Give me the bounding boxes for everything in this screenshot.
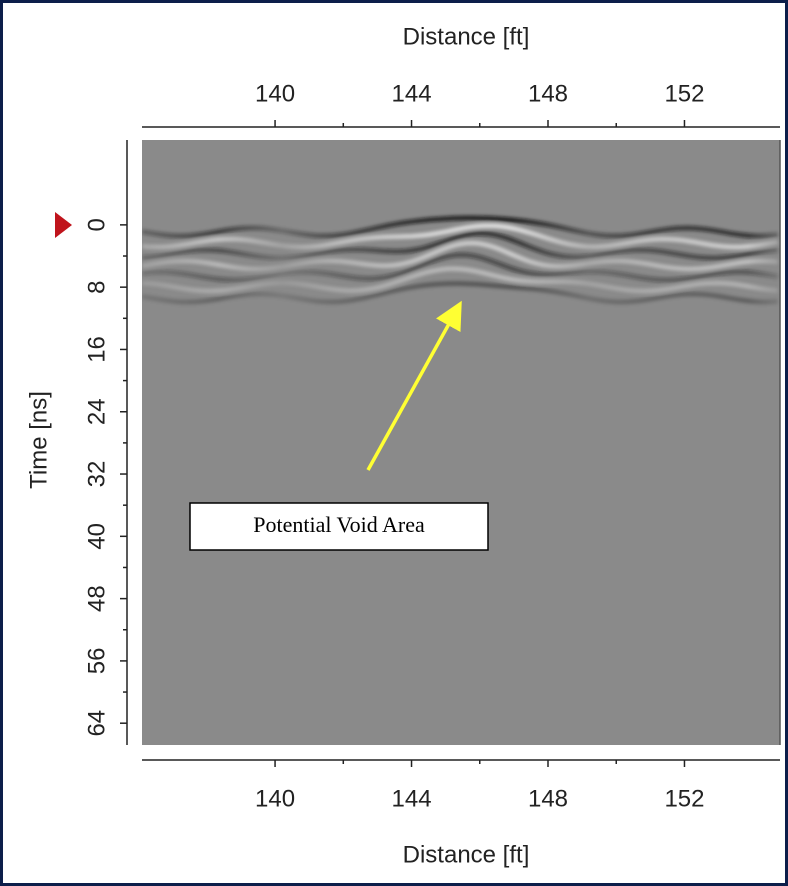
annotation: Potential Void Area [253, 512, 425, 537]
y-tick-label: 40 [83, 523, 110, 550]
x-tick-label: 140 [255, 80, 295, 107]
reflection-band [142, 266, 779, 294]
reflection-band [142, 231, 779, 261]
x-tick-label: 144 [392, 80, 432, 107]
x-tick-label: 144 [392, 785, 432, 812]
reflections [142, 215, 779, 305]
bottom-axis-title: Distance [ft] [403, 841, 530, 868]
reflection-band [142, 252, 779, 283]
annotation-box [189, 502, 489, 551]
x-tick-label: 148 [528, 785, 568, 812]
y-tick-label: 16 [83, 336, 110, 363]
radargram [142, 140, 781, 745]
surface-marker [55, 212, 72, 238]
reflection-band [142, 215, 779, 239]
y-tick-label: 32 [83, 461, 110, 488]
top-axis-title: Distance [ft] [403, 23, 530, 50]
x-tick-label: 140 [255, 785, 295, 812]
reflection-band [142, 281, 779, 305]
reflection-band [142, 223, 779, 250]
x-tick-label: 152 [664, 80, 704, 107]
arrow [366, 300, 462, 471]
y-tick-label: 0 [83, 218, 110, 231]
y-tick-label: 56 [83, 648, 110, 675]
x-tick-label: 152 [664, 785, 704, 812]
y-tick-label: 24 [83, 398, 110, 425]
y-tick-label: 64 [83, 710, 110, 737]
y-axis-title: Time [ns] [25, 391, 52, 489]
x-tick-label: 148 [528, 80, 568, 107]
y-tick-label: 48 [83, 585, 110, 612]
y-tick-label: 8 [83, 280, 110, 293]
reflection-band [142, 240, 779, 272]
